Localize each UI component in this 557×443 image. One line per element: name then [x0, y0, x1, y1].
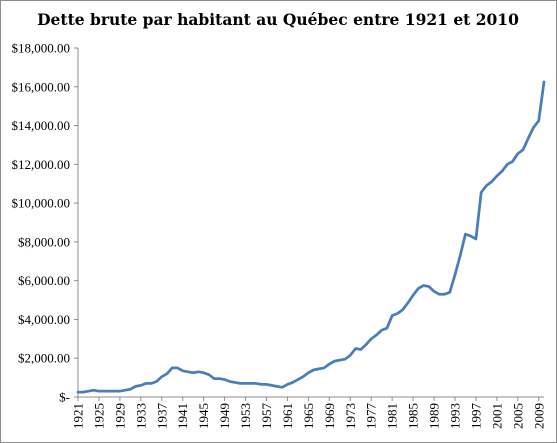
y-tick-label: $8,000.00: [18, 234, 70, 249]
x-tick-label: 1925: [91, 403, 106, 429]
x-tick-label: 1997: [468, 403, 483, 430]
x-tick-label: 2001: [489, 403, 504, 429]
y-tick-label: $2,000.00: [18, 351, 70, 366]
x-tick-label: 1933: [133, 403, 148, 429]
x-tick-label: 1985: [406, 403, 421, 429]
y-tick-label: $6,000.00: [18, 273, 70, 288]
x-tick-label: 1953: [238, 403, 253, 429]
x-tick-label: 1941: [175, 403, 190, 429]
x-tick-label: 1981: [385, 403, 400, 429]
x-tick-label: 1989: [427, 403, 442, 429]
y-tick-label: $-: [59, 390, 70, 405]
x-tick-label: 1961: [280, 403, 295, 429]
y-tick-label: $4,000.00: [18, 312, 70, 327]
x-tick-label: 1937: [154, 403, 169, 430]
y-tick-label: $12,000.00: [12, 157, 71, 172]
x-tick-label: 1957: [259, 403, 274, 430]
x-tick-label: 1977: [364, 403, 379, 430]
x-tick-label: 1993: [447, 403, 462, 429]
x-tick-label: 1965: [301, 403, 316, 429]
x-tick-label: 1949: [217, 403, 232, 429]
chart-title: Dette brute par habitant au Québec entre…: [37, 10, 519, 29]
y-tick-label: $16,000.00: [12, 79, 71, 94]
y-tick-label: $14,000.00: [12, 118, 71, 133]
x-tick-label: 2009: [531, 403, 546, 429]
series-line-0: [76, 80, 546, 394]
x-tick-label: 1973: [343, 403, 358, 429]
x-tick-label: 1969: [322, 403, 337, 429]
series-group: [76, 80, 546, 394]
y-tick-label: $10,000.00: [12, 196, 71, 211]
y-tick-label: $18,000.00: [12, 41, 71, 56]
x-tick-label: 1921: [71, 403, 86, 429]
x-tick-label: 1929: [112, 403, 127, 429]
x-axis-ticks: 1921 1925 1929 1933 1937 1941 1945 1949 1953 1957…: [71, 397, 546, 430]
y-axis-ticks: $- $2,000.00 $4,000.00 $6,000.00 $8,000.00 $1…: [12, 41, 78, 405]
x-tick-label: 2005: [510, 403, 525, 429]
x-tick-label: 1945: [196, 403, 211, 429]
